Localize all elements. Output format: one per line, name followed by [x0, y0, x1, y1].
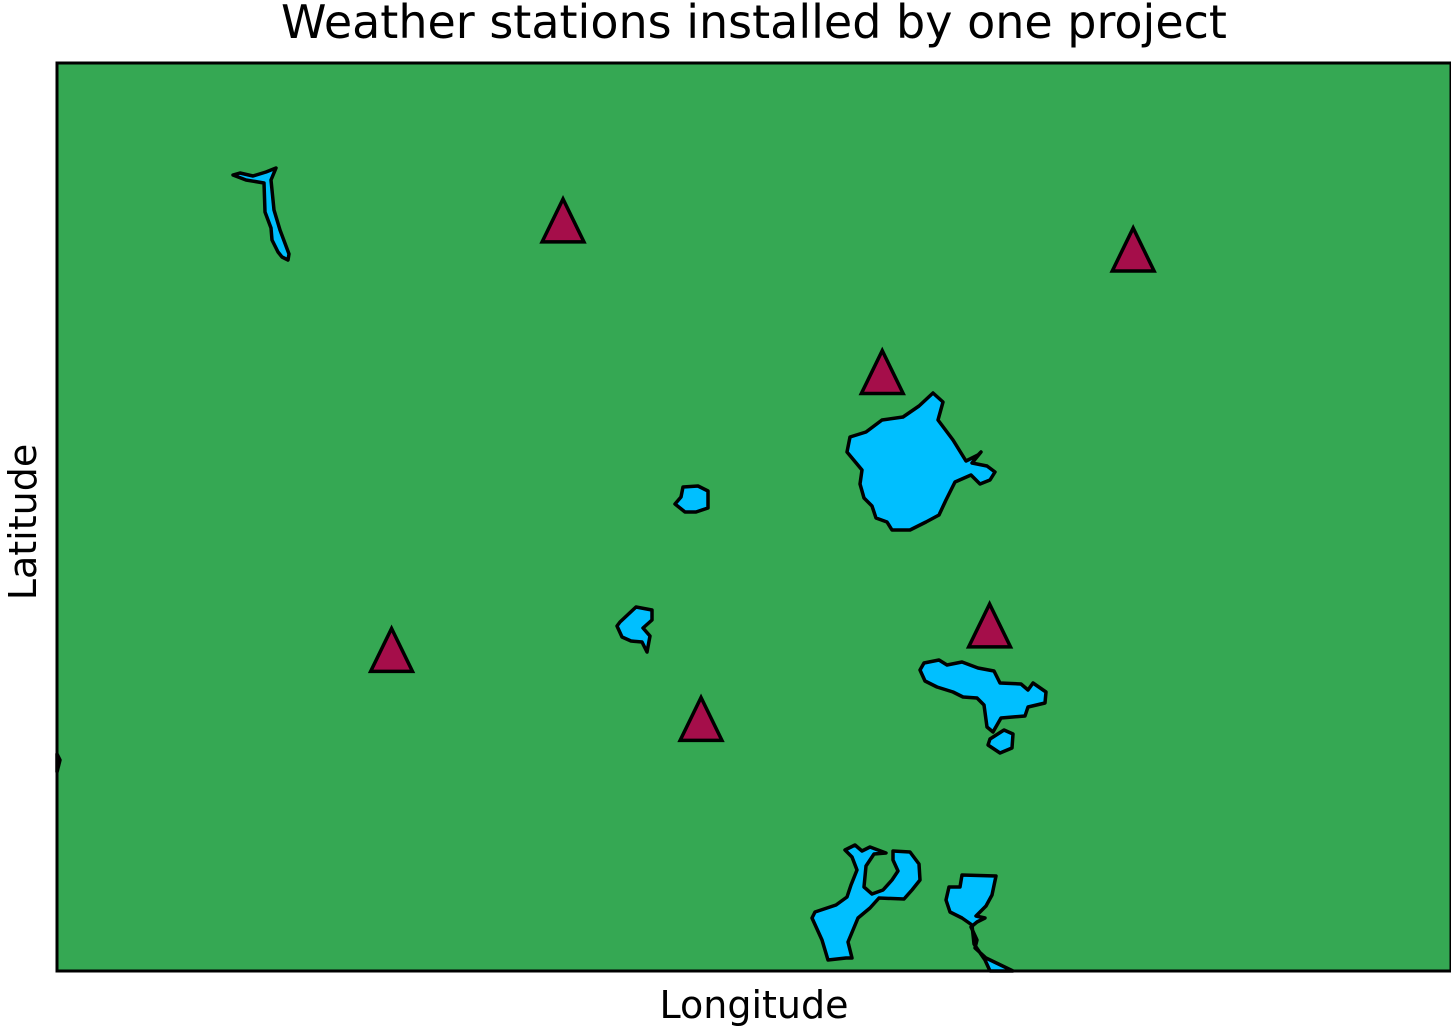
chart-title: Weather stations installed by one projec… — [281, 0, 1227, 49]
lake-east — [918, 658, 1048, 734]
lake-small-west — [615, 605, 654, 654]
station-marker — [858, 346, 906, 396]
plot-area — [55, 61, 1451, 973]
y-axis-label: Latitude — [1, 444, 45, 600]
lake-northwest-river — [231, 166, 291, 262]
station-marker — [539, 194, 587, 244]
lake-south-east — [944, 873, 1015, 973]
station-marker — [965, 599, 1014, 649]
lake-small-center — [673, 484, 710, 514]
station-markers — [367, 194, 1157, 743]
station-marker — [1109, 224, 1157, 273]
lake-east-islet — [986, 728, 1015, 755]
station-marker — [677, 693, 725, 743]
lake-south-west — [810, 843, 922, 962]
x-axis-label: Longitude — [660, 983, 849, 1027]
plot-frame — [55, 61, 1451, 973]
lake-central-large — [845, 391, 997, 532]
land-background — [55, 61, 1451, 973]
water-bodies — [55, 166, 1048, 973]
station-marker — [367, 624, 416, 674]
